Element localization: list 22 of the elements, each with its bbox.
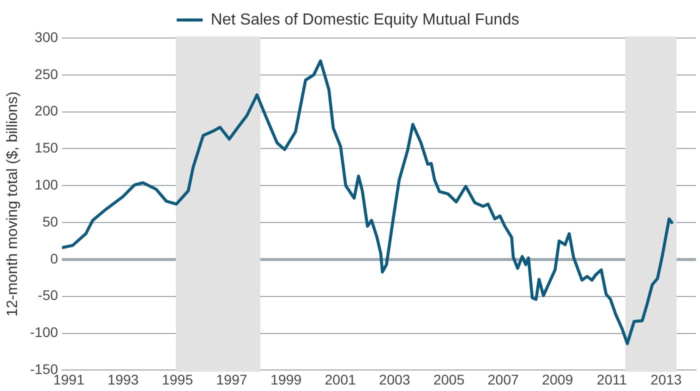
x-tick-label: 2013 bbox=[650, 371, 682, 388]
x-tick-label: 2003 bbox=[379, 371, 410, 388]
y-tick-label: 100 bbox=[34, 176, 58, 193]
y-tick-label: -100 bbox=[30, 324, 58, 340]
y-axis-title: 12-month moving total ($, billions) bbox=[4, 92, 22, 317]
y-tick-label: 50 bbox=[42, 213, 58, 230]
x-tick-label: 2001 bbox=[324, 371, 356, 388]
x-tick-label: 2007 bbox=[488, 371, 520, 388]
y-tick-label: 0 bbox=[50, 250, 58, 266]
x-tick-label: 1993 bbox=[108, 371, 139, 388]
y-tick-label: -50 bbox=[38, 287, 58, 304]
x-tick-label: 1999 bbox=[270, 371, 302, 388]
x-tick-label: 2009 bbox=[542, 371, 574, 388]
x-tick-label: 2005 bbox=[433, 371, 465, 388]
legend-label: Net Sales of Domestic Equity Mutual Funds bbox=[210, 11, 520, 28]
x-tick-label: 1997 bbox=[216, 371, 248, 388]
y-tick-label: 200 bbox=[34, 102, 58, 119]
y-tick-label: 300 bbox=[34, 28, 58, 45]
x-tick-label: 1995 bbox=[162, 371, 194, 388]
y-tick-label: 250 bbox=[34, 66, 58, 82]
y-tick-label: 150 bbox=[34, 140, 58, 156]
x-tick-label: 2011 bbox=[596, 371, 628, 388]
